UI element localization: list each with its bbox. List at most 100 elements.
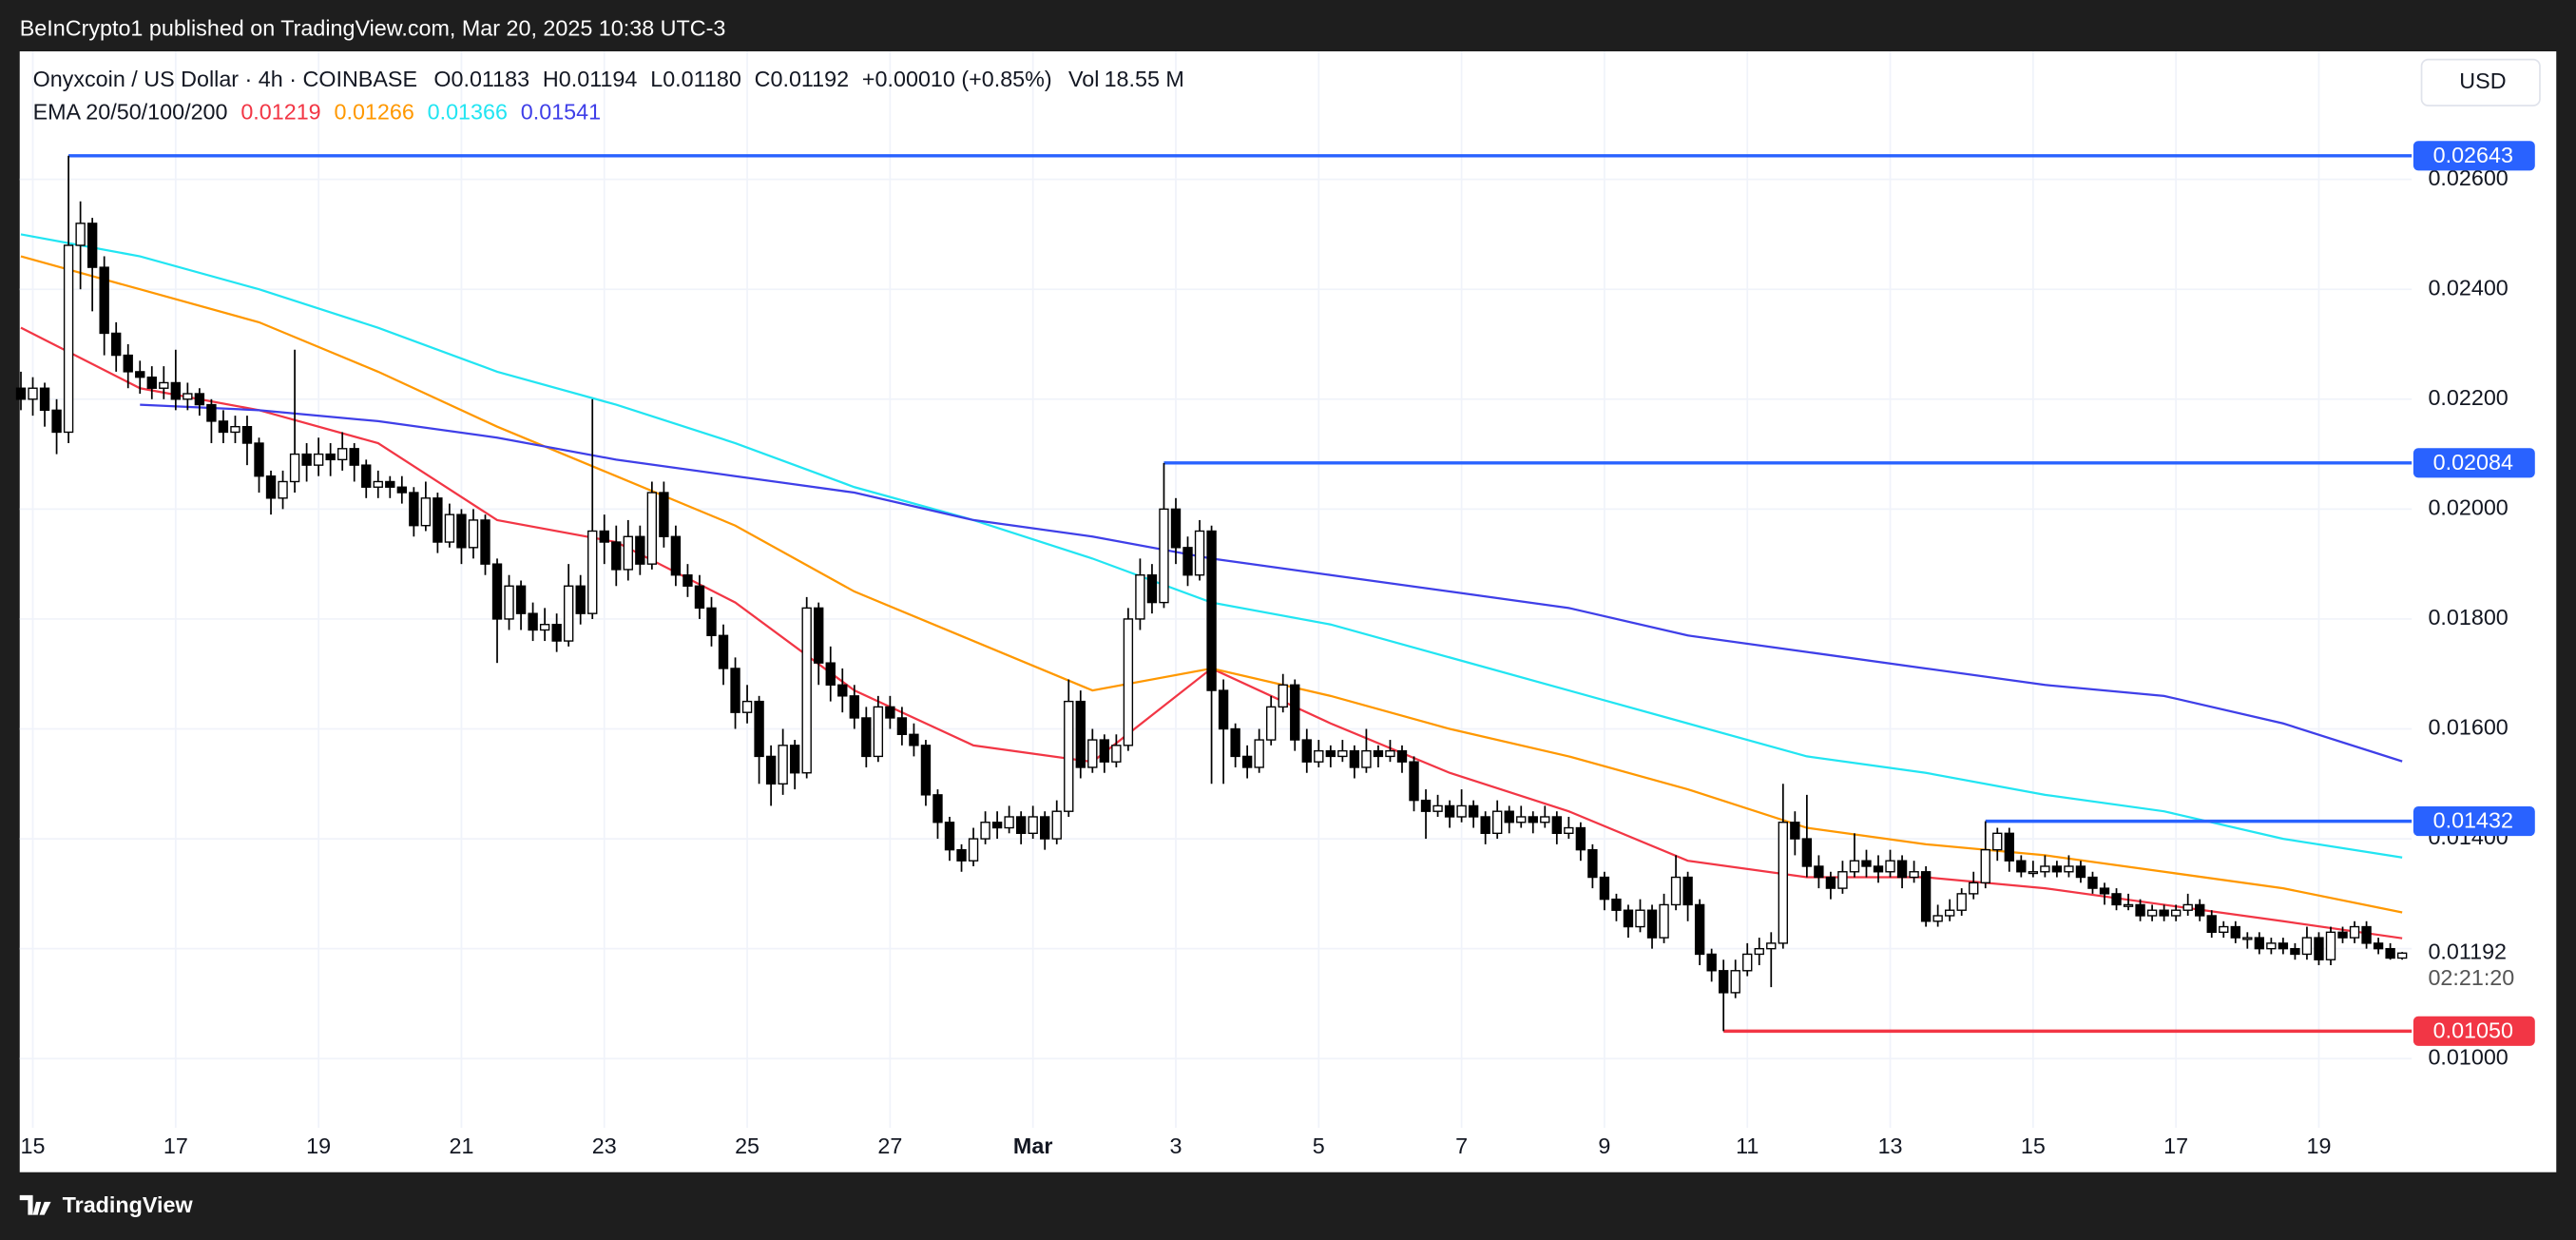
candle-body bbox=[1682, 876, 1693, 906]
level-label: 0.01050 bbox=[2433, 1017, 2513, 1042]
level-label-box bbox=[2413, 141, 2535, 171]
ohlc-key: O bbox=[433, 67, 451, 91]
candle-body bbox=[1944, 909, 1955, 917]
symbol: Onyxcoin / US Dollar · 4h · COINBASE bbox=[33, 67, 417, 91]
candle-body bbox=[1087, 739, 1098, 768]
candle-body bbox=[1766, 942, 1777, 950]
candle-body bbox=[87, 223, 98, 268]
candle-body bbox=[1670, 876, 1682, 906]
candle-body bbox=[2099, 887, 2110, 895]
candle-body bbox=[1123, 618, 1134, 746]
candle-body bbox=[730, 668, 740, 713]
candle-body bbox=[1861, 860, 1872, 867]
candle-body bbox=[861, 717, 872, 758]
candle-body bbox=[706, 607, 717, 636]
candle-body bbox=[2266, 942, 2277, 950]
level-label-box bbox=[2413, 448, 2535, 478]
candle-body bbox=[1646, 909, 1658, 939]
candle-body bbox=[1635, 909, 1645, 928]
candle-body bbox=[1040, 816, 1050, 840]
currency[interactable]: USD bbox=[2459, 68, 2506, 93]
candle-body bbox=[1432, 804, 1443, 812]
candle-body bbox=[146, 376, 157, 389]
candle-body bbox=[480, 519, 490, 565]
candle-body bbox=[361, 464, 372, 488]
candle-body bbox=[2278, 942, 2289, 950]
ohlc-value: 0.01194 bbox=[559, 67, 638, 91]
candle-body bbox=[2182, 903, 2193, 911]
candle-body bbox=[1146, 574, 1158, 604]
x-tick-label: 9 bbox=[1598, 1133, 1610, 1158]
candle-body bbox=[920, 745, 932, 796]
candle-body bbox=[2361, 925, 2372, 944]
ema-value: 0.01366 bbox=[428, 100, 508, 125]
candle-body bbox=[289, 453, 300, 483]
candle-body bbox=[1314, 749, 1324, 763]
candle-body bbox=[2314, 937, 2324, 960]
candle-body bbox=[896, 717, 908, 735]
candle-body bbox=[635, 535, 645, 565]
candle-body bbox=[515, 585, 527, 614]
candle-body bbox=[111, 332, 122, 357]
candle-body bbox=[1814, 865, 1824, 879]
candle-body bbox=[670, 535, 682, 576]
ohlc-key: L bbox=[650, 67, 663, 91]
candle-body bbox=[1420, 799, 1432, 812]
candle-body bbox=[254, 442, 264, 477]
candle-body bbox=[1254, 739, 1264, 768]
x-tick-label: 27 bbox=[877, 1133, 902, 1158]
candle-body bbox=[885, 706, 895, 719]
price-label-box bbox=[2413, 938, 2535, 995]
candle-body bbox=[2075, 865, 2086, 879]
ema-value: 0.01219 bbox=[240, 100, 320, 125]
x-tick-label: 3 bbox=[1170, 1133, 1182, 1158]
candle-body bbox=[396, 486, 408, 494]
y-tick-label: 0.01000 bbox=[2428, 1044, 2508, 1069]
candle-body bbox=[659, 492, 669, 537]
candle-body bbox=[2373, 942, 2384, 950]
candle-body bbox=[1135, 574, 1145, 620]
candle-body bbox=[1444, 804, 1455, 818]
candle-body bbox=[741, 700, 753, 713]
candle-body bbox=[1230, 727, 1240, 758]
candle-body bbox=[718, 634, 729, 669]
candle-body bbox=[1290, 684, 1300, 741]
candle-body bbox=[2219, 925, 2229, 934]
candle-body bbox=[2325, 931, 2336, 960]
candle-body bbox=[1778, 822, 1788, 944]
candle-body bbox=[599, 530, 609, 543]
candle-body bbox=[968, 838, 979, 862]
candle-body bbox=[991, 822, 1003, 829]
candle-body bbox=[337, 448, 348, 461]
candle-body bbox=[1885, 860, 1895, 873]
x-tick-label: 19 bbox=[2306, 1133, 2331, 1158]
candle-body bbox=[1361, 749, 1372, 768]
candle-body bbox=[539, 624, 550, 631]
ohlc-value: 0.01192 bbox=[771, 67, 850, 91]
candle-body bbox=[301, 453, 312, 466]
candle-body bbox=[75, 223, 86, 246]
level-label: 0.02643 bbox=[2433, 143, 2513, 167]
currency-button[interactable] bbox=[2420, 58, 2541, 107]
candle-body bbox=[1825, 876, 1836, 889]
y-tick-label: 0.01600 bbox=[2428, 715, 2508, 740]
candle-body bbox=[1301, 739, 1312, 763]
ohlc-value: 0.01180 bbox=[663, 67, 741, 91]
x-tick-label: 23 bbox=[592, 1133, 617, 1158]
candle-body bbox=[1659, 903, 1669, 939]
candle-body bbox=[1909, 871, 1919, 879]
candle-body bbox=[1992, 832, 2003, 851]
candle-body bbox=[1051, 810, 1062, 840]
ema-value: 0.01541 bbox=[521, 100, 601, 125]
candle-body bbox=[801, 607, 812, 774]
change: +0.00010 (+0.85%) bbox=[862, 67, 1052, 91]
candle-body bbox=[2040, 865, 2050, 873]
candle-body bbox=[1504, 810, 1514, 823]
candle-body bbox=[1396, 749, 1408, 763]
candle-body bbox=[1896, 860, 1908, 879]
candle-body bbox=[2337, 931, 2348, 939]
candle-body bbox=[2230, 925, 2240, 939]
ema-legend: EMA 20/50/100/200 0.01219 0.01266 0.01366 0.… bbox=[33, 100, 602, 125]
candle-body bbox=[2087, 876, 2098, 889]
